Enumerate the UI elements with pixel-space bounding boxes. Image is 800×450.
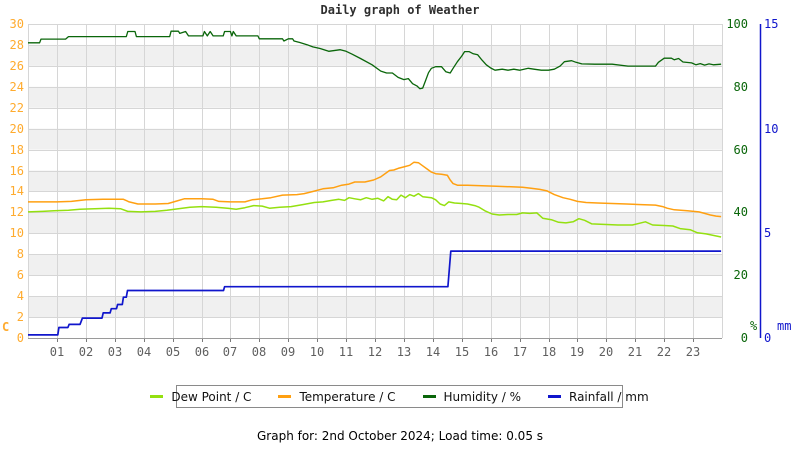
time-axis-tick-label: 19 [569,345,585,359]
time-axis-tick-label: 18 [541,345,557,359]
legend-item-humidity: Humidity / % [422,389,521,404]
humidity-axis-tick-label: 60 [733,143,748,157]
rainfall-axis-unit: mm [777,319,792,333]
time-axis-tick-label: 16 [483,345,499,359]
temperature-axis-tick-label: 8 [16,247,24,261]
time-axis-tick-label: 09 [280,345,296,359]
time-axis-tick-label: 20 [598,345,614,359]
time-axis-tick-label: 02 [78,345,94,359]
temperature-axis-tick-label: 2 [16,310,24,324]
temperature-axis-tick-label: 12 [9,205,24,219]
time-axis-tick-label: 17 [512,345,528,359]
temperature-axis-tick-label: 14 [9,184,24,198]
dew-point-swatch-icon [150,395,164,398]
time-axis-tick-label: 01 [49,345,65,359]
legend: Dew Point / C Temperature / C Humidity /… [150,385,649,408]
time-axis-tick-label: 12 [367,345,383,359]
humidity-axis-tick-label: 20 [733,268,748,282]
temperature-axis-tick-label: 24 [9,80,24,94]
temperature-axis-tick-label: 0 [16,331,24,345]
humidity-axis-tick-label: 80 [733,80,748,94]
temperature-axis-tick-label: 4 [16,289,24,303]
legend-item-temperature: Temperature / C [278,389,396,404]
temperature-line [28,161,722,218]
time-axis-tick-label: 21 [627,345,643,359]
temperature-axis-tick-label: 20 [9,122,24,136]
time-axis-tick-label: 06 [194,345,210,359]
dew_point-line [27,192,722,238]
time-axis-tick-label: 10 [309,345,325,359]
temperature-axis-tick-label: 26 [9,59,24,73]
temperature-axis-tick-label: 10 [9,226,24,240]
time-axis-tick-label: 22 [656,345,672,359]
time-axis-tick-label: 05 [165,345,181,359]
legend-label: Temperature / C [299,389,396,404]
rainfall-line [28,250,722,336]
temperature-axis-tick-label: 16 [9,164,24,178]
legend-item-dew-point: Dew Point / C [150,390,251,404]
graph-caption: Graph for: 2nd October 2024; Load time: … [256,429,544,443]
chart-title: Daily graph of Weather [320,3,480,17]
legend-label: Dew Point / C [171,389,252,404]
rainfall-axis-tick-label: 15 [764,17,779,31]
time-axis-tick-label: 14 [425,345,441,359]
legend-item-rainfall: Rainfall / mm [548,390,649,404]
time-axis-tick-label: 08 [251,345,267,359]
time-axis-tick-label: 23 [685,345,701,359]
temperature-axis-tick-label: 18 [9,143,24,157]
temperature-axis-tick-label: 22 [9,101,24,115]
humidity-axis-tick-label: 100 [726,17,748,31]
time-axis-tick-label: 15 [454,345,470,359]
temperature-axis-tick-label: 28 [9,38,24,52]
time-axis-tick-label: 13 [396,345,412,359]
temperature-axis-tick-label: 30 [9,17,24,31]
humidity-axis-tick-label: 0 [740,331,748,345]
rainfall-swatch-icon [548,395,561,398]
time-axis-tick-label: 04 [136,345,152,359]
time-axis-tick-label: 03 [107,345,123,359]
humidity-axis-unit: % [750,319,758,333]
temperature-swatch-icon [278,395,292,398]
humidity-axis-tick-label: 40 [733,205,748,219]
humidity-swatch-icon [422,395,436,398]
legend-label: Rainfall / mm [569,389,649,404]
rainfall-axis-tick-label: 0 [764,331,772,345]
temperature-axis-unit: C [2,320,10,334]
rainfall-axis-tick-label: 10 [764,122,779,136]
legend-label: Humidity / % [443,389,521,404]
rainfall-axis-tick-label: 5 [764,226,772,240]
time-axis-tick-label: 07 [222,345,238,359]
temperature-axis-tick-label: 6 [16,268,24,282]
time-axis-tick-label: 11 [338,345,354,359]
humidity-line [28,30,722,90]
